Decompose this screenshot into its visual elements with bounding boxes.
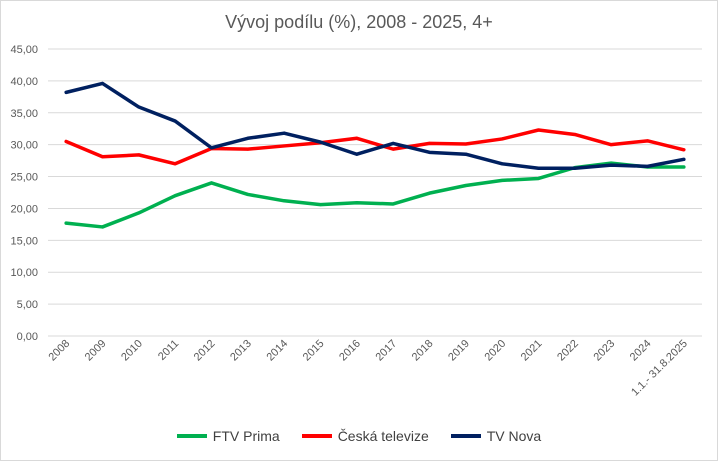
data-point	[64, 90, 68, 94]
data-point	[428, 191, 431, 195]
x-tick-label: 2011	[156, 338, 181, 363]
data-point	[646, 139, 649, 143]
series-line-ftv-prima	[64, 161, 686, 229]
y-tick-label: 5,00	[17, 299, 38, 311]
data-point	[537, 166, 540, 170]
y-tick-label: 15,00	[10, 235, 38, 247]
data-point	[210, 181, 213, 185]
data-point	[391, 141, 395, 145]
y-tick-label: 30,00	[10, 140, 38, 152]
data-point	[64, 221, 68, 225]
data-point	[573, 166, 577, 170]
legend-item: FTV Prima	[176, 428, 280, 444]
data-point	[282, 131, 286, 135]
x-tick-label: 2021	[519, 338, 545, 364]
data-point	[319, 140, 322, 144]
legend-swatch	[301, 434, 332, 438]
x-tick-label: 2019	[446, 338, 472, 364]
y-tick-label: 0,00	[17, 331, 38, 343]
x-tick-label: 2009	[83, 338, 109, 364]
data-point	[355, 136, 359, 140]
x-tick-label: 2008	[46, 338, 72, 364]
data-point	[464, 142, 468, 146]
legend-label: TV Nova	[486, 428, 542, 444]
x-tick-label: 2014	[264, 338, 290, 364]
data-point	[500, 137, 504, 141]
data-point	[137, 211, 141, 215]
legend: FTV Prima Česká televize TV Nova	[0, 428, 718, 444]
series-line--esk-televize	[64, 128, 686, 166]
data-point	[609, 143, 613, 147]
data-point	[210, 146, 213, 150]
legend-item: Česká televize	[301, 428, 429, 444]
data-point	[391, 202, 395, 206]
data-point	[355, 152, 359, 156]
data-point	[682, 157, 686, 161]
data-point	[573, 132, 577, 136]
y-tick-label: 45,00	[10, 44, 38, 56]
data-point	[246, 192, 250, 196]
data-point	[173, 119, 177, 123]
data-point	[319, 203, 322, 207]
data-point	[101, 81, 104, 85]
x-tick-label: 2015	[301, 338, 327, 364]
x-tick-label: 2010	[119, 338, 145, 364]
data-point	[428, 150, 431, 154]
y-tick-label: 10,00	[10, 267, 38, 279]
data-point	[246, 136, 250, 140]
data-point	[173, 162, 177, 166]
y-tick-label: 25,00	[10, 172, 38, 184]
data-point	[64, 139, 68, 143]
data-point	[646, 164, 649, 168]
legend-swatch	[450, 434, 481, 438]
data-point	[137, 153, 141, 157]
data-point	[355, 201, 359, 205]
data-point	[428, 141, 431, 145]
data-point	[682, 165, 686, 169]
data-point	[682, 148, 686, 152]
x-tick-label: 2018	[410, 338, 436, 364]
data-point	[537, 176, 540, 180]
legend-swatch	[176, 434, 207, 438]
data-point	[137, 105, 141, 109]
x-tick-label: 2013	[228, 338, 254, 364]
data-point	[609, 163, 613, 167]
legend-item: TV Nova	[450, 428, 542, 444]
legend-label: Česká televize	[337, 428, 429, 444]
x-tick-label: 2023	[591, 338, 617, 364]
x-tick-label: 2012	[192, 338, 218, 364]
data-point	[282, 144, 286, 148]
data-point	[464, 152, 468, 156]
x-tick-label: 2020	[482, 338, 508, 364]
data-point	[391, 147, 395, 151]
x-tick-label: 2022	[555, 338, 581, 364]
data-point	[101, 225, 104, 229]
x-tick-label: 2024	[628, 338, 654, 364]
x-tick-label: 2017	[373, 338, 399, 364]
data-point	[500, 162, 504, 166]
data-point	[282, 199, 286, 203]
data-point	[101, 155, 104, 159]
x-tick-label: 2016	[337, 338, 363, 364]
y-tick-label: 40,00	[10, 76, 38, 88]
y-tick-label: 20,00	[10, 203, 38, 215]
data-point	[537, 128, 540, 132]
chart-title: Vývoj podílu (%), 2008 - 2025, 4+	[225, 12, 493, 32]
data-point	[464, 183, 468, 187]
data-point	[173, 194, 177, 198]
data-point	[246, 147, 250, 151]
data-point	[500, 178, 504, 182]
y-tick-label: 35,00	[10, 108, 38, 120]
legend-label: FTV Prima	[212, 428, 280, 444]
series-line-tv-nova	[64, 81, 686, 171]
